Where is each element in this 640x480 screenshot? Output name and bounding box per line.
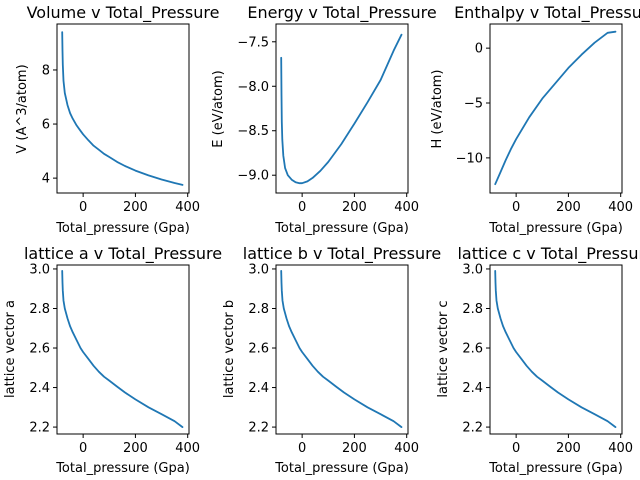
- series-line: [494, 269, 617, 429]
- plot-frame: [275, 23, 409, 194]
- y-tick-label: 2.2: [29, 421, 50, 436]
- x-axis-label: Total_pressure (Gpa): [55, 221, 190, 236]
- y-tick-label: 2.6: [248, 342, 269, 357]
- x-tick-label: 400: [175, 441, 200, 456]
- x-tick-label: 0: [512, 441, 520, 456]
- y-tick-label: 4: [42, 172, 50, 187]
- x-tick-label: 200: [123, 200, 148, 215]
- series-line: [280, 33, 403, 185]
- x-tick-label: 400: [175, 200, 200, 215]
- y-tick-label: 3.0: [29, 262, 50, 277]
- x-tick-label: 0: [512, 200, 520, 215]
- subplot-lattice-c: lattice c v Total_Pressure Total_pressur…: [436, 244, 640, 476]
- x-axis-label: Total_pressure (Gpa): [488, 461, 623, 476]
- x-tick-label: 400: [394, 200, 419, 215]
- series-line: [61, 269, 184, 429]
- y-tick-label: 3.0: [248, 262, 269, 277]
- y-tick-label: 2.6: [29, 342, 50, 357]
- x-axis-label: Total_pressure (Gpa): [274, 461, 409, 476]
- x-tick-label: 200: [342, 200, 367, 215]
- y-tick-label: 8: [42, 63, 50, 78]
- subplot-lattice-a: lattice a v Total_Pressure Total_pressur…: [3, 244, 222, 476]
- subplot-energy: Energy v Total_Pressure Total_pressure (…: [211, 3, 437, 236]
- subplot-title: Energy v Total_Pressure: [247, 3, 436, 23]
- plot-frame: [489, 23, 623, 194]
- subplot-volume: Volume v Total_Pressure Total_pressure (…: [15, 3, 219, 236]
- y-tick-label: 3.0: [462, 262, 483, 277]
- subplot-title: Enthalpy v Total_Pressure: [454, 3, 640, 23]
- y-tick-label: −10: [456, 151, 483, 166]
- plot-frame: [56, 23, 190, 194]
- subplot-title: Volume v Total_Pressure: [27, 3, 220, 23]
- x-tick-label: 0: [298, 441, 306, 456]
- y-tick-label: −7.5: [237, 35, 269, 50]
- series-line: [280, 269, 403, 429]
- y-axis-label: lattice vector c: [436, 300, 451, 397]
- subplot-title: lattice c v Total_Pressure: [457, 244, 640, 264]
- x-tick-label: 200: [123, 441, 148, 456]
- y-tick-label: 2.8: [29, 302, 50, 317]
- x-axis-label: Total_pressure (Gpa): [488, 221, 623, 236]
- x-tick-label: 400: [608, 441, 633, 456]
- y-tick-label: 2.6: [462, 342, 483, 357]
- x-tick-label: 200: [342, 441, 367, 456]
- x-tick-label: 200: [556, 200, 581, 215]
- y-axis-label: lattice vector a: [3, 300, 18, 398]
- y-tick-label: −9.0: [237, 169, 269, 184]
- y-tick-label: 0: [475, 42, 483, 57]
- x-axis-label: Total_pressure (Gpa): [55, 461, 190, 476]
- y-tick-label: −8.5: [237, 124, 269, 139]
- x-tick-label: 0: [79, 441, 87, 456]
- y-tick-label: −5: [464, 97, 483, 112]
- y-tick-label: 6: [42, 118, 50, 133]
- y-axis-label: H (eV/atom): [430, 69, 445, 148]
- y-tick-label: −8.0: [237, 80, 269, 95]
- x-tick-label: 400: [394, 441, 419, 456]
- y-tick-label: 2.2: [248, 421, 269, 436]
- y-tick-label: 2.4: [248, 381, 269, 396]
- plot-frame: [275, 264, 409, 435]
- y-tick-label: 2.2: [462, 421, 483, 436]
- y-tick-label: 2.8: [462, 302, 483, 317]
- x-tick-label: 0: [298, 200, 306, 215]
- x-axis-label: Total_pressure (Gpa): [274, 221, 409, 236]
- y-axis-label: E (eV/atom): [211, 70, 226, 147]
- plot-frame: [56, 264, 190, 435]
- y-tick-label: 2.4: [29, 381, 50, 396]
- plot-frame: [489, 264, 623, 435]
- subplot-lattice-b: lattice b v Total_Pressure Total_pressur…: [222, 244, 441, 476]
- x-tick-label: 0: [79, 200, 87, 215]
- y-axis-label: lattice vector b: [222, 300, 237, 398]
- subplot-title: lattice a v Total_Pressure: [24, 244, 222, 264]
- series-line: [494, 30, 617, 186]
- subplot-title: lattice b v Total_Pressure: [243, 244, 441, 264]
- x-tick-label: 400: [608, 200, 633, 215]
- y-axis-label: V (A^3/atom): [15, 64, 30, 153]
- x-tick-label: 200: [556, 441, 581, 456]
- series-line: [61, 31, 184, 186]
- subplot-enthalpy: Enthalpy v Total_Pressure Total_pressure…: [430, 3, 640, 236]
- y-tick-label: 2.4: [462, 381, 483, 396]
- y-tick-label: 2.8: [248, 302, 269, 317]
